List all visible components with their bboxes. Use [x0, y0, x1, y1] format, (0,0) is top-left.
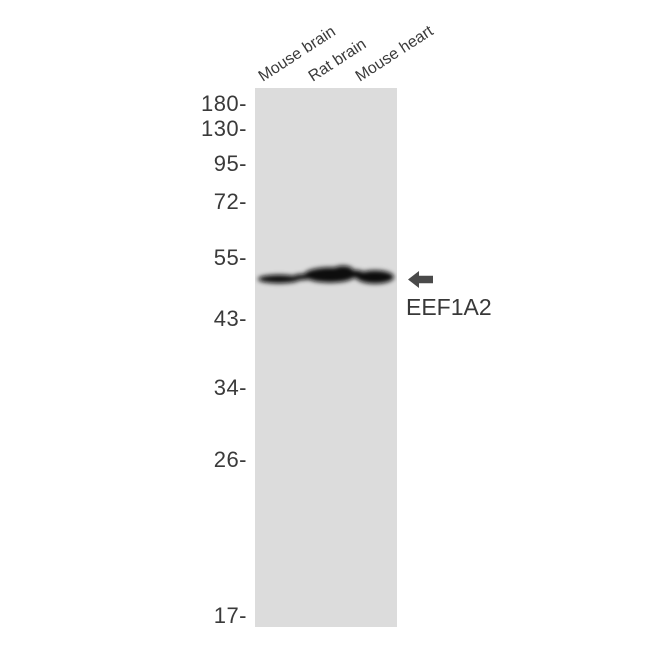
blot-bands-graphic	[258, 265, 394, 284]
mw-marker-95: 95-	[213, 151, 247, 176]
mw-marker-55: 55-	[213, 245, 247, 270]
blot-membrane	[255, 88, 397, 627]
mw-marker-130: 130-	[200, 116, 247, 141]
band-mouse-heart	[356, 270, 394, 284]
target-protein-label: EEF1A2	[406, 294, 492, 320]
arrow-left-icon	[408, 271, 434, 288]
band-mouse-brain	[258, 274, 300, 284]
mw-marker-180: 180-	[200, 91, 247, 116]
mw-marker-26: 26-	[213, 447, 247, 472]
mw-marker-72: 72-	[213, 189, 247, 214]
band-rat-brain-bump	[333, 265, 353, 275]
mw-marker-17: 17-	[213, 603, 247, 628]
mw-marker-43: 43-	[213, 306, 247, 331]
mw-marker-34: 34-	[213, 375, 247, 400]
